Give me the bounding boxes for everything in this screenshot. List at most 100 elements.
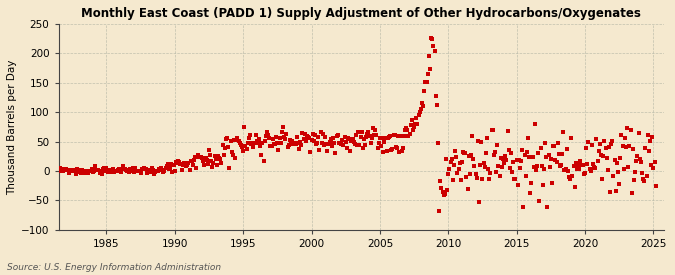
- Point: [324, 140, 335, 144]
- Point: [335, 140, 346, 145]
- Point: [608, 174, 619, 178]
- Point: [280, 137, 291, 141]
- Point: [461, 174, 472, 179]
- Point: [313, 135, 324, 140]
- Point: [148, 168, 159, 172]
- Point: [386, 148, 397, 152]
- Point: [224, 166, 235, 170]
- Point: [429, 48, 440, 53]
- Point: [159, 169, 170, 174]
- Point: [466, 153, 477, 158]
- Point: [477, 177, 488, 181]
- Point: [193, 155, 204, 159]
- Point: [160, 166, 171, 171]
- Point: [428, 43, 439, 48]
- Point: [489, 153, 500, 157]
- Point: [639, 179, 649, 183]
- Point: [623, 164, 634, 169]
- Point: [215, 157, 225, 161]
- Point: [178, 162, 188, 167]
- Point: [295, 140, 306, 144]
- Point: [383, 136, 394, 141]
- Point: [393, 134, 404, 138]
- Point: [348, 140, 359, 144]
- Point: [230, 156, 240, 160]
- Point: [395, 134, 406, 139]
- Point: [635, 160, 646, 164]
- Point: [385, 134, 396, 139]
- Point: [614, 182, 624, 186]
- Point: [169, 169, 180, 173]
- Point: [535, 145, 546, 150]
- Point: [544, 165, 555, 169]
- Point: [414, 110, 425, 114]
- Point: [113, 167, 124, 172]
- Point: [584, 167, 595, 171]
- Point: [353, 130, 364, 134]
- Point: [646, 163, 657, 167]
- Point: [266, 144, 277, 148]
- Point: [516, 159, 526, 163]
- Point: [437, 190, 448, 194]
- Point: [562, 147, 572, 151]
- Point: [537, 164, 547, 168]
- Point: [375, 136, 385, 140]
- Point: [368, 125, 379, 130]
- Point: [450, 148, 460, 153]
- Point: [618, 167, 629, 171]
- Point: [239, 124, 250, 129]
- Point: [565, 177, 576, 182]
- Point: [526, 180, 537, 185]
- Point: [335, 142, 346, 147]
- Point: [585, 169, 596, 174]
- Point: [637, 170, 647, 175]
- Point: [329, 141, 340, 145]
- Point: [320, 135, 331, 139]
- Point: [527, 154, 538, 159]
- Point: [547, 144, 558, 148]
- Point: [441, 188, 452, 192]
- Point: [265, 143, 276, 148]
- Point: [628, 147, 639, 152]
- Point: [327, 144, 338, 148]
- Point: [204, 148, 215, 153]
- Point: [408, 125, 419, 129]
- Point: [361, 135, 372, 139]
- Point: [287, 139, 298, 143]
- Point: [201, 158, 212, 162]
- Point: [354, 143, 364, 148]
- Point: [138, 167, 148, 171]
- Point: [419, 89, 430, 94]
- Point: [257, 141, 268, 145]
- Point: [577, 163, 588, 168]
- Point: [261, 134, 271, 138]
- Point: [408, 128, 418, 132]
- Point: [231, 138, 242, 142]
- Point: [363, 130, 374, 134]
- Point: [501, 158, 512, 162]
- Point: [74, 170, 84, 174]
- Point: [555, 164, 566, 169]
- Point: [178, 161, 189, 165]
- Point: [518, 205, 529, 210]
- Point: [284, 143, 294, 147]
- Point: [607, 139, 618, 143]
- Point: [431, 94, 441, 98]
- Point: [570, 161, 581, 166]
- Point: [109, 170, 119, 174]
- Point: [370, 128, 381, 132]
- Point: [214, 156, 225, 160]
- Point: [141, 167, 152, 172]
- Point: [600, 145, 611, 150]
- Point: [163, 167, 174, 171]
- Point: [534, 199, 545, 204]
- Point: [86, 167, 97, 171]
- Point: [493, 164, 504, 168]
- Point: [413, 113, 424, 118]
- Point: [61, 167, 72, 172]
- Point: [105, 167, 115, 172]
- Point: [510, 177, 521, 181]
- Point: [236, 145, 247, 149]
- Point: [602, 168, 613, 173]
- Point: [153, 167, 164, 171]
